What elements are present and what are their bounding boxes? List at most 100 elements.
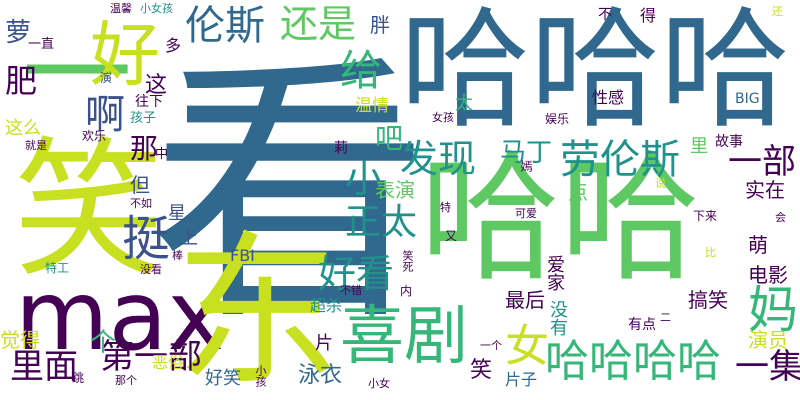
word-a: 啊: [85, 92, 125, 138]
word-huanle: 欢乐: [82, 129, 107, 143]
word-lunsi: 伦斯: [185, 3, 265, 49]
word-hahaha: 哈哈哈: [400, 0, 791, 146]
word-yongyi: 泳衣: [298, 363, 343, 388]
word-you: 又: [445, 229, 458, 243]
word-nage: 那个: [115, 374, 137, 387]
word-zhong: 中: [155, 147, 169, 162]
word-yi: 一: [3, 15, 131, 125]
word-haishi: 还是: [280, 2, 357, 46]
word-nvhai: 女孩: [432, 111, 454, 124]
word-xing: 星: [168, 203, 186, 224]
word-ba: 吧: [375, 122, 404, 155]
word-xiao-small: 小: [345, 157, 384, 201]
word-buru: 不如: [130, 197, 152, 210]
word-bucuo: 不错: [340, 284, 362, 297]
word-meng: 萌: [748, 233, 768, 257]
word-xiju: 喜剧: [340, 300, 468, 374]
word-hao: 好: [90, 14, 160, 96]
word-meikan: 没看: [140, 263, 162, 276]
word-ma: 妈: [748, 281, 798, 339]
word-yizhi: 一直: [28, 37, 55, 52]
word-hai: 还: [772, 5, 783, 18]
word-xiaonv: 小女: [368, 377, 390, 390]
word-xinggan: 性感: [592, 88, 625, 107]
word-biaoyan: 表演: [375, 178, 415, 202]
word-yibu: 一部: [728, 142, 796, 182]
word-yule: 娱乐: [545, 112, 570, 126]
word-xiao-bottom: 笑: [470, 358, 493, 383]
word-dian: 点: [568, 180, 588, 204]
word-gaoxiao: 搞笑: [688, 288, 728, 312]
word-shizai: 实在: [745, 178, 785, 202]
word-ge: 个: [90, 328, 117, 358]
word-zuihou: 最后: [505, 288, 545, 312]
word-nv: 女: [505, 321, 549, 372]
word-bi: 比: [705, 246, 716, 259]
word-laolunsi: 劳伦斯: [560, 137, 680, 183]
word-li: 里: [690, 136, 708, 157]
word-yiji: 一集: [735, 347, 800, 387]
word-tiao: 跳: [72, 371, 85, 385]
word-xiao-big: 笑: [0, 130, 162, 280]
word-hui: 会: [775, 211, 786, 224]
word-dan: 但: [130, 173, 150, 197]
word-esu: 恶俗: [152, 353, 185, 372]
word-zhengtai: 正太: [345, 202, 418, 243]
word-xialai: 下来: [693, 209, 718, 223]
word-gushi: 故事: [715, 134, 743, 150]
word-zheme: 这么: [5, 118, 41, 139]
word-yan: 演: [100, 71, 113, 85]
word-hahahaha: 哈哈哈哈: [545, 336, 721, 387]
word-haokan: 好看: [318, 252, 395, 296]
word-zhe: 这: [145, 73, 168, 98]
word-nei: 内: [400, 284, 413, 298]
word-haoxiao: 好笑: [205, 368, 241, 389]
word-meiyou: 没有: [547, 300, 568, 336]
word-haha: 哈哈: [420, 138, 701, 301]
word-tegong: 特工: [45, 261, 70, 275]
word-aijia: 爱家: [544, 255, 565, 291]
word-fei: 肥: [5, 62, 38, 100]
word-bang: 棒: [172, 249, 183, 262]
word-luo: 萝: [5, 18, 32, 48]
word-bu: 不: [598, 7, 612, 23]
word-pianzi: 片子: [505, 370, 538, 389]
word-shuo: 说: [655, 177, 666, 190]
word-mading: 马丁: [500, 138, 553, 168]
word-faxian: 发现: [400, 137, 477, 181]
word-wenxin: 温馨: [110, 2, 132, 15]
word-ting: 挺: [122, 211, 171, 267]
word-xiaonvhai: 小女孩: [140, 2, 173, 15]
word-li2: 莉: [332, 140, 348, 154]
word-limian: 里面: [10, 347, 78, 387]
word-xiaohai: 小孩: [254, 365, 267, 387]
word-gei: 给: [340, 46, 383, 95]
word-haizi: 孩子: [130, 111, 157, 126]
word-pian: 片: [315, 333, 333, 354]
word-yanyuan: 演员: [748, 328, 788, 352]
word-juede: 觉得: [0, 328, 40, 352]
word-xiaosi: 笑死: [401, 250, 414, 272]
word-jiushi: 就是: [25, 139, 47, 152]
word-chaosha: 超杀: [310, 296, 343, 315]
word-na: 那: [130, 132, 159, 165]
word-keai: 可爱: [515, 207, 537, 220]
word-dianying: 电影: [748, 263, 788, 287]
word-er: 二: [660, 311, 671, 324]
word-pang: 胖: [370, 13, 390, 37]
word-te: 特: [440, 201, 451, 214]
word-tai: 太: [455, 93, 473, 114]
word-wenqing: 温情: [355, 96, 389, 116]
word-fbi: FBI: [230, 246, 255, 265]
word-wangxia: 往下: [135, 94, 163, 110]
word-yige: 一个: [480, 339, 502, 352]
word-kan: 看: [150, 32, 430, 358]
word-yan2: 嫣: [519, 160, 533, 172]
word-shang: 上: [180, 228, 198, 249]
word-de: 得: [640, 6, 657, 25]
word-diyibu: 第一部: [100, 337, 202, 377]
word-big: BIG: [735, 91, 760, 107]
word-max: max: [15, 260, 225, 372]
word-youdian: 有点: [628, 317, 656, 333]
